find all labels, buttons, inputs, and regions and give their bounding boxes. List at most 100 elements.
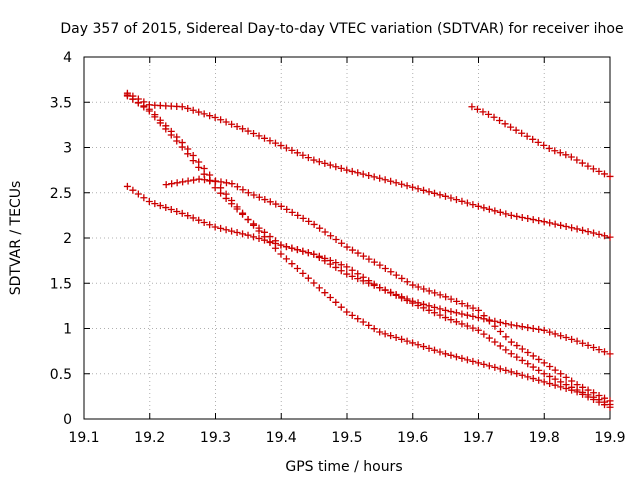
- x-tick-label: 19.6: [397, 430, 428, 446]
- data-point: [518, 129, 526, 137]
- data-point: [557, 332, 565, 340]
- data-point: [524, 360, 532, 368]
- data-point: [551, 366, 559, 374]
- data-point: [507, 350, 515, 358]
- data-point: [140, 194, 148, 202]
- data-point: [365, 172, 373, 180]
- data-point: [398, 274, 406, 282]
- data-point: [425, 188, 433, 196]
- data-point: [277, 142, 285, 150]
- data-point: [222, 179, 230, 187]
- data-point: [222, 190, 230, 198]
- data-point: [452, 196, 460, 204]
- data-point: [480, 312, 488, 320]
- data-point: [288, 244, 296, 252]
- data-point: [479, 108, 487, 116]
- data-point: [376, 328, 384, 336]
- data-point: [535, 366, 543, 374]
- data-point: [299, 247, 307, 255]
- data-point: [545, 144, 553, 152]
- data-point: [332, 236, 340, 244]
- data-point: [293, 265, 301, 273]
- data-point: [140, 102, 148, 110]
- data-point: [529, 375, 537, 383]
- data-point: [474, 314, 482, 322]
- data-point: [507, 211, 515, 219]
- data-point: [403, 337, 411, 345]
- data-point: [321, 254, 329, 262]
- data-point: [288, 146, 296, 154]
- data-point: [244, 231, 252, 239]
- data-point: [387, 289, 395, 297]
- data-point: [337, 261, 345, 269]
- data-point: [420, 304, 428, 312]
- data-point: [458, 320, 466, 328]
- data-point: [584, 228, 592, 236]
- data-point: [568, 386, 576, 394]
- data-point: [442, 293, 450, 301]
- data-point: [326, 161, 334, 169]
- data-point: [502, 320, 510, 328]
- data-point: [475, 306, 482, 314]
- data-point: [321, 159, 329, 167]
- data-point: [310, 250, 318, 258]
- data-point: [282, 144, 290, 152]
- data-point: [468, 103, 476, 111]
- data-point: [315, 252, 323, 260]
- data-point: [414, 185, 422, 193]
- data-point: [473, 105, 481, 113]
- data-point: [332, 298, 340, 306]
- series-track-f: [468, 103, 614, 180]
- data-point: [420, 186, 428, 194]
- data-point: [272, 200, 280, 208]
- data-point: [403, 182, 411, 190]
- data-point: [595, 230, 603, 238]
- data-point: [502, 366, 510, 374]
- data-point: [562, 385, 570, 393]
- data-point: [579, 339, 587, 347]
- data-point: [332, 259, 340, 267]
- data-point: [540, 141, 548, 149]
- data-point: [381, 330, 389, 338]
- data-point: [392, 291, 400, 299]
- data-point: [162, 204, 170, 212]
- data-point: [606, 397, 614, 405]
- data-point: [376, 261, 384, 269]
- data-point: [535, 376, 543, 384]
- data-point: [398, 180, 406, 188]
- data-point: [354, 270, 362, 278]
- data-point: [436, 191, 444, 199]
- data-point: [211, 114, 219, 122]
- y-tick-label: 1.5: [50, 276, 72, 292]
- data-point: [348, 167, 356, 175]
- data-point: [387, 332, 395, 340]
- data-point: [288, 260, 296, 268]
- data-point: [304, 249, 312, 257]
- data-point: [502, 333, 510, 341]
- data-point: [409, 281, 417, 289]
- data-point: [392, 179, 400, 187]
- data-point: [469, 324, 477, 332]
- data-point: [190, 176, 198, 184]
- chart-title: Day 357 of 2015, Sidereal Day-to-day VTE…: [60, 21, 623, 37]
- data-point: [524, 324, 532, 332]
- data-point: [343, 270, 351, 278]
- data-point: [507, 123, 515, 131]
- data-point: [228, 120, 236, 128]
- data-point: [195, 216, 203, 224]
- data-point: [228, 227, 236, 235]
- data-point: [551, 220, 559, 228]
- data-point: [480, 204, 488, 212]
- x-tick-label: 19.8: [529, 430, 560, 446]
- data-point: [134, 190, 142, 198]
- data-point: [123, 92, 131, 100]
- data-point: [134, 99, 142, 107]
- data-point: [551, 147, 559, 155]
- x-tick-label: 19.4: [266, 430, 297, 446]
- data-point: [162, 181, 170, 189]
- data-point: [512, 126, 520, 134]
- series-track-e: [123, 92, 614, 411]
- data-point: [151, 200, 159, 208]
- y-tick-label: 2.5: [50, 186, 72, 202]
